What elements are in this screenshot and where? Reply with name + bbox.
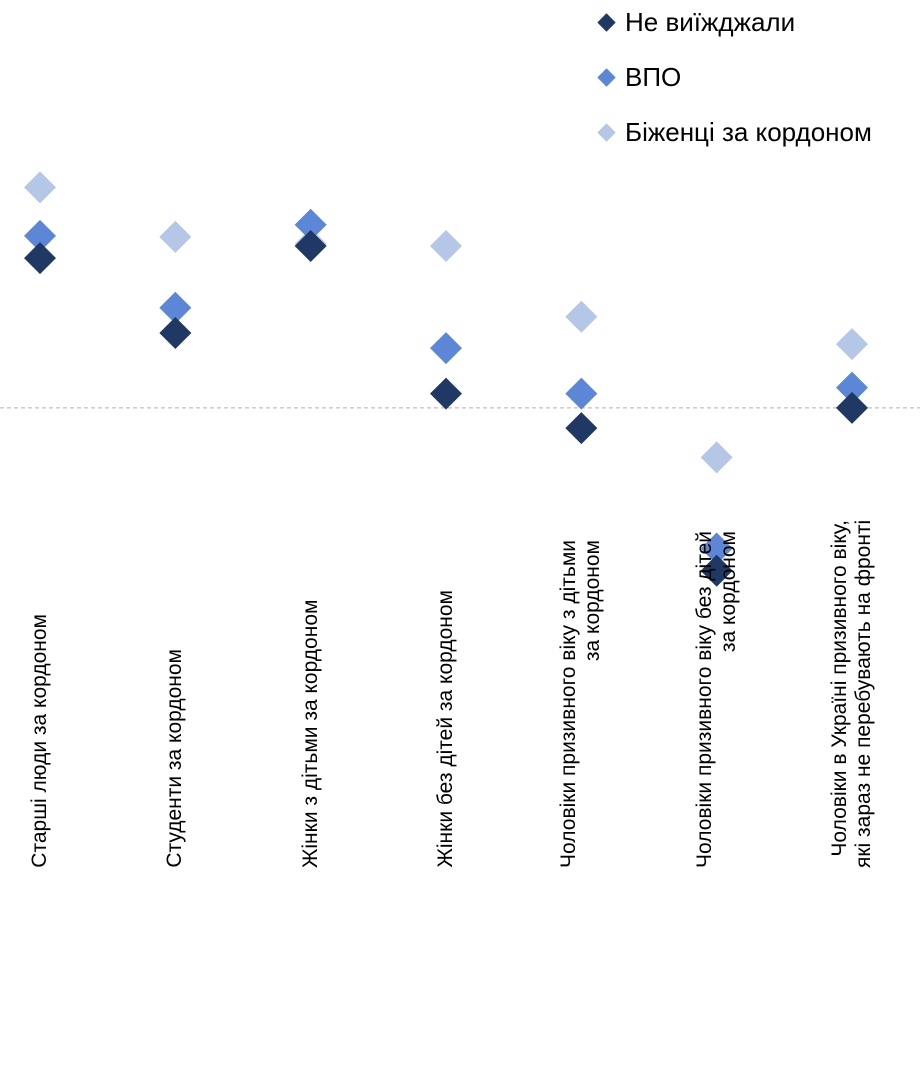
- category-label-line: Чоловіки в Україні призивного віку,: [828, 520, 851, 857]
- category-label-line: за кордоном: [716, 531, 740, 653]
- category-label-line: за кордоном: [581, 540, 605, 662]
- category-label-2: Студенти за кордоном: [163, 649, 187, 868]
- legend-item-series-3: Біженці за кордоном: [596, 112, 872, 152]
- category-label-line: які зараз не перебувають на фронті: [852, 519, 875, 868]
- category-label-3: Жінки з дітьми за кордоном: [299, 600, 323, 868]
- category-label-1: Старші люди за кордоном: [28, 614, 52, 868]
- category-label-line: Старші люди за кордоном: [28, 614, 51, 868]
- data-point-series-3-cat-4: [430, 229, 462, 262]
- category-label-line: Студенти за кордоном: [163, 649, 187, 868]
- legend-diamond-icon: [597, 12, 616, 32]
- data-point-series-3-cat-6: [700, 441, 733, 474]
- category-label-line: Чоловіки призивного віку без дітей: [692, 530, 716, 868]
- legend-item-series-2: ВПО: [596, 57, 681, 97]
- legend-label: Біженці за кордоном: [625, 117, 872, 147]
- data-point-series-1-cat-5: [565, 412, 598, 445]
- category-label-5: Чоловіки призивного віку з дітьми за корд…: [557, 540, 605, 868]
- legend-label: ВПО: [625, 62, 682, 92]
- data-point-series-1-cat-1: [24, 242, 56, 275]
- data-point-series-2-cat-2: [159, 291, 192, 324]
- data-point-series-1-cat-6: [700, 554, 733, 587]
- data-point-series-2-cat-1: [24, 219, 56, 252]
- category-label-6: Чоловіки призивного віку без дітей за кор…: [693, 531, 741, 868]
- data-point-series-3-cat-5: [565, 300, 598, 333]
- category-label-7: Чоловіки в Україні призивного віку, які з…: [828, 520, 876, 868]
- data-point-series-1-cat-3: [294, 229, 327, 262]
- data-point-series-1-cat-4: [430, 377, 462, 410]
- data-point-series-2-cat-4: [430, 332, 462, 365]
- legend-item-series-1: Не виїжджали: [596, 2, 795, 42]
- data-point-series-2-cat-3: [294, 208, 327, 241]
- data-point-series-2-cat-6: [700, 532, 733, 565]
- data-point-series-2-cat-7: [836, 371, 868, 404]
- data-point-series-1-cat-2: [159, 316, 192, 349]
- data-point-series-3-cat-2: [159, 220, 192, 253]
- data-point-series-1-cat-7: [836, 391, 868, 424]
- legend-diamond-icon: [597, 122, 616, 142]
- legend-label: Не виїжджали: [625, 7, 796, 37]
- legend-diamond-icon: [597, 67, 616, 87]
- category-label-4: Жінки без дітей за кордоном: [434, 590, 458, 868]
- data-point-series-3-cat-1: [24, 171, 56, 204]
- data-point-series-3-cat-7: [836, 328, 868, 361]
- data-points: [24, 171, 868, 587]
- data-point-series-2-cat-5: [565, 377, 598, 410]
- category-label-line: Чоловіки призивного віку з дітьми: [557, 540, 581, 868]
- category-label-line: Жінки без дітей за кордоном: [434, 590, 457, 868]
- category-label-line: Жінки з дітьми за кордоном: [298, 599, 322, 868]
